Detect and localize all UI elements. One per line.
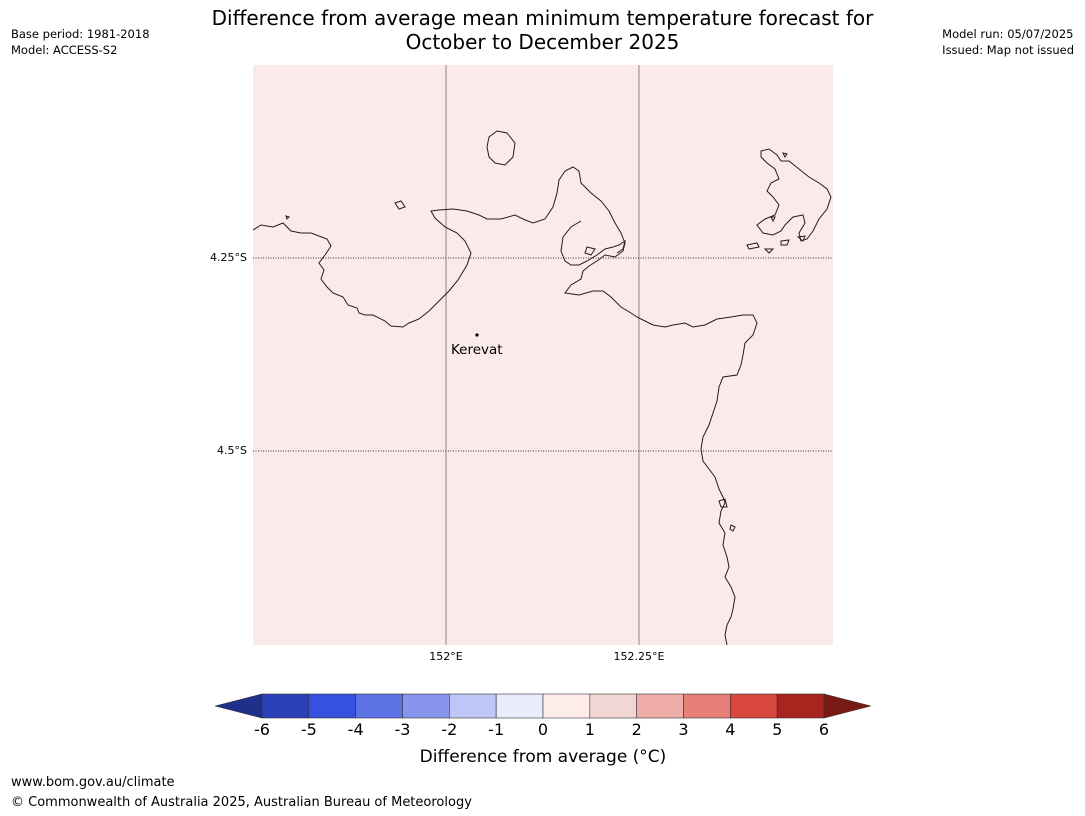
footer-url[interactable]: www.bom.gov.au/climate [11, 775, 175, 790]
colorbar-segment [589, 693, 637, 719]
colorbar-segment [355, 693, 403, 719]
islet-south-2 [729, 524, 736, 532]
colorbar-label: Difference from average (°C) [419, 747, 667, 767]
colorbar-tick-label: 0 [537, 720, 549, 739]
colorbar-segment [776, 693, 825, 719]
lat-label-4-5: 4.5°S [217, 444, 247, 457]
island-north [486, 130, 516, 166]
colorbar-segment [636, 693, 684, 719]
map-canvas [253, 65, 833, 645]
colorbar-tick-label: 1 [584, 720, 595, 739]
islet-ne-5 [770, 216, 776, 223]
colorbar-tick-label: 5 [772, 720, 783, 739]
lon-label-152-25: 152.25°E [613, 650, 665, 663]
coastline-bay [560, 220, 626, 266]
colorbar-segment [449, 693, 497, 719]
colorbar-segment [402, 693, 450, 719]
lon-label-152: 152°E [429, 650, 463, 663]
colorbar-tick-label: -6 [254, 720, 270, 739]
coastline [253, 130, 832, 645]
islet-ne-3 [780, 239, 790, 246]
colorbar-tick-label: -4 [347, 720, 364, 739]
coastline-bay-inner [584, 246, 596, 256]
colorbar-segments [215, 693, 871, 719]
base-period-text: Base period: 1981-2018 [11, 27, 150, 41]
islet-ne-4 [796, 235, 806, 242]
colorbar-tick-label: 6 [818, 720, 830, 739]
colorbar-tick-label: -3 [394, 720, 411, 739]
colorbar-segment [308, 693, 356, 719]
islet-south-1 [718, 498, 728, 508]
colorbar-tick-label: -1 [488, 720, 505, 739]
meta-right: Model run: 05/07/2025 Issued: Map not is… [942, 26, 1074, 58]
colorbar-tick-label: -5 [300, 720, 317, 739]
colorbar-arrow-low [215, 693, 263, 719]
footer-copyright: © Commonwealth of Australia 2025, Austra… [11, 795, 472, 810]
islet-ne-1 [746, 242, 760, 250]
colorbar [215, 693, 871, 719]
colorbar-tick-label: 4 [725, 720, 736, 739]
map-background [253, 65, 833, 645]
colorbar-segment [542, 693, 591, 719]
colorbar-arrow-high [823, 693, 871, 719]
islands-northeast [756, 148, 832, 242]
colorbar-tick-label: 2 [631, 720, 642, 739]
place-label-kerevat: Kerevat [451, 342, 503, 358]
colorbar-segment [261, 693, 310, 719]
colorbar-segment [683, 693, 731, 719]
colorbar-segment [495, 693, 544, 719]
meta-left: Base period: 1981-2018 Model: ACCESS-S2 [11, 26, 150, 58]
model-text: Model: ACCESS-S2 [11, 43, 118, 57]
colorbar-segment [730, 693, 778, 719]
islet-west-2 [285, 215, 290, 220]
issued-text: Issued: Map not issued [942, 43, 1074, 57]
colorbar-tick-label: 3 [678, 720, 689, 739]
islet-ne-2 [763, 248, 775, 254]
lat-label-4-25: 4.25°S [210, 251, 247, 264]
colorbar-tick-label: -2 [441, 720, 458, 739]
page-title: Difference from average mean minimum tem… [190, 6, 895, 54]
title-line-2: October to December 2025 [405, 30, 680, 54]
kerevat-marker [475, 333, 479, 337]
model-run-text: Model run: 05/07/2025 [942, 27, 1074, 41]
map-panel: Kerevat [253, 65, 833, 645]
title-line-1: Difference from average mean minimum tem… [211, 6, 874, 30]
islet-ne-6 [782, 152, 788, 158]
islet-west-1 [394, 200, 406, 210]
